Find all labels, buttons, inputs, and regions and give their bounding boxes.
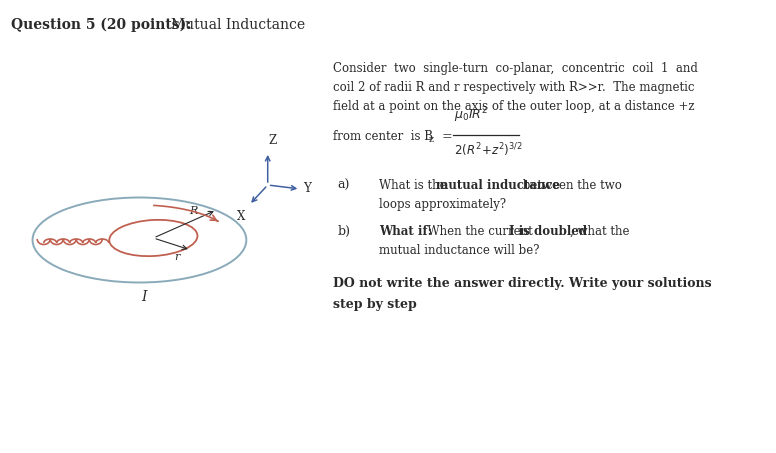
- Text: DO not write the answer directly. Write your solutions: DO not write the answer directly. Write …: [333, 277, 712, 290]
- Text: Mutual Inductance: Mutual Inductance: [171, 18, 305, 32]
- Text: from center  is B: from center is B: [333, 130, 433, 143]
- Text: Y: Y: [303, 182, 311, 194]
- Text: $\mu_0IR^2$: $\mu_0IR^2$: [454, 106, 487, 125]
- Text: I: I: [141, 290, 147, 304]
- Text: mutual inductance will be?: mutual inductance will be?: [379, 244, 540, 257]
- Text: R: R: [189, 206, 198, 216]
- Text: Z: Z: [268, 134, 277, 147]
- Text: When the current: When the current: [420, 225, 536, 238]
- Text: Question 5 (20 points):: Question 5 (20 points):: [11, 18, 196, 33]
- Text: loops approximately?: loops approximately?: [379, 198, 507, 211]
- Text: a): a): [338, 179, 350, 192]
- Text: field at a point on the axis of the outer loop, at a distance +z: field at a point on the axis of the oute…: [333, 100, 695, 113]
- Text: What if:: What if:: [379, 225, 432, 238]
- Text: step by step: step by step: [333, 298, 417, 311]
- Text: z: z: [428, 135, 434, 145]
- Text: between the two: between the two: [519, 179, 622, 192]
- Text: Consider  two  single-turn  co-planar,  concentric  coil  1  and: Consider two single-turn co-planar, conc…: [333, 62, 698, 75]
- Text: coil 2 of radii R and r respectively with R>>r.  The magnetic: coil 2 of radii R and r respectively wit…: [333, 81, 695, 94]
- Text: $2(R^2\!+\!z^2)^{3/2}$: $2(R^2\!+\!z^2)^{3/2}$: [454, 141, 522, 159]
- Text: , what the: , what the: [570, 225, 629, 238]
- Text: r: r: [174, 252, 179, 262]
- Text: X: X: [237, 210, 245, 223]
- Text: What is the: What is the: [379, 179, 451, 192]
- Text: mutual inductance: mutual inductance: [435, 179, 559, 192]
- Text: I is doubled: I is doubled: [509, 225, 587, 238]
- Text: b): b): [338, 225, 351, 238]
- Text: =: =: [438, 130, 452, 143]
